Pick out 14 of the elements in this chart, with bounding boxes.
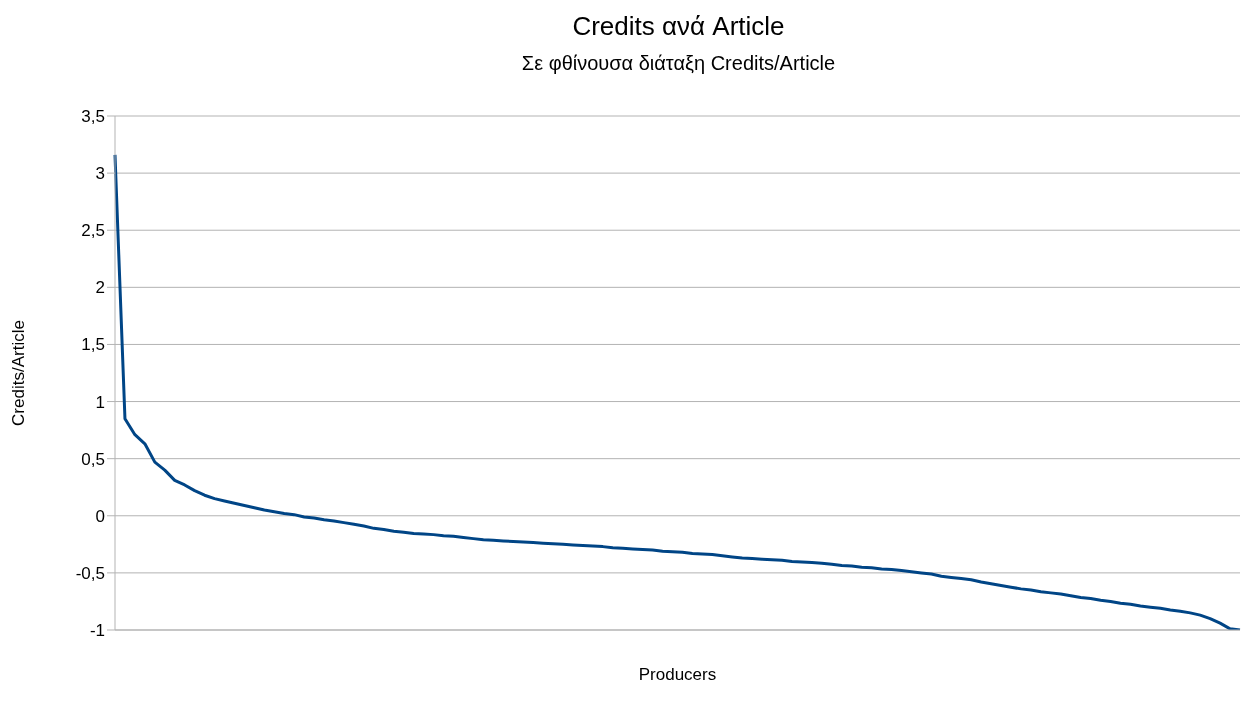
x-axis-title: Producers	[638, 665, 717, 684]
y-tick-label: 0	[95, 506, 105, 526]
chart-title: Credits ανά Article	[571, 10, 786, 43]
y-tick-label: 3	[95, 164, 105, 184]
y-tick-label: 3,5	[81, 107, 105, 127]
y-tick-label: 0,5	[81, 449, 105, 469]
y-tick-label: -1	[89, 621, 105, 641]
y-tick-label: 2,5	[81, 221, 105, 241]
y-tick-label: 1,5	[81, 335, 105, 355]
y-axis-title: Credits/Article	[9, 320, 29, 426]
y-tick-label: 1	[95, 392, 105, 412]
y-tick-label: 2	[95, 278, 105, 298]
chart-subtitle: Σε φθίνουσα διάταξη Credits/Article	[520, 51, 837, 76]
y-tick-label: -0,5	[75, 563, 105, 583]
